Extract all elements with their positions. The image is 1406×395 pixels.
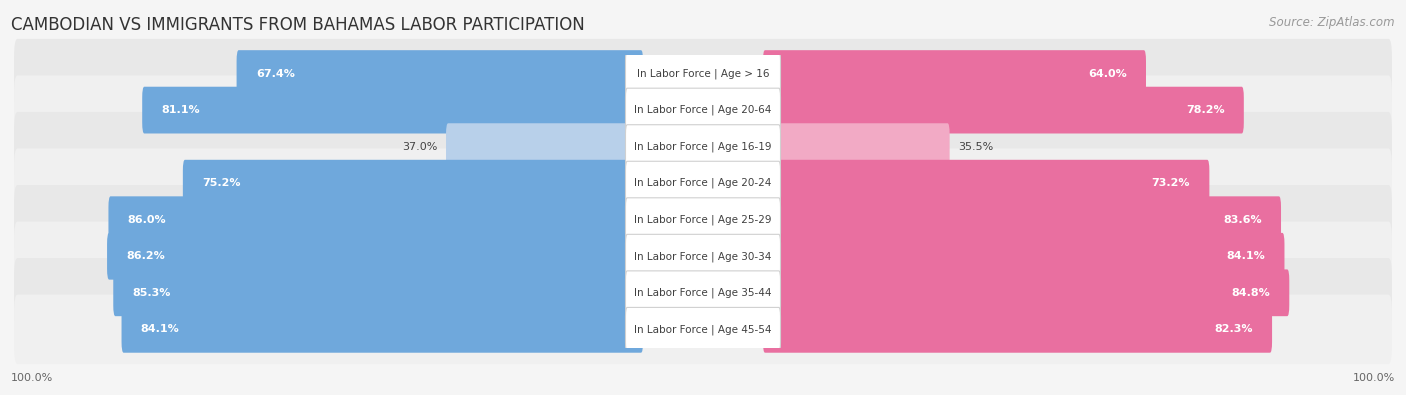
FancyBboxPatch shape [763, 87, 1244, 134]
Text: 85.3%: 85.3% [132, 288, 172, 298]
FancyBboxPatch shape [763, 196, 1281, 243]
FancyBboxPatch shape [763, 269, 1289, 316]
FancyBboxPatch shape [108, 196, 643, 243]
FancyBboxPatch shape [14, 185, 1392, 254]
FancyBboxPatch shape [763, 50, 1146, 97]
Text: In Labor Force | Age 35-44: In Labor Force | Age 35-44 [634, 288, 772, 298]
FancyBboxPatch shape [14, 39, 1392, 108]
FancyBboxPatch shape [14, 112, 1392, 181]
FancyBboxPatch shape [142, 87, 643, 134]
Text: 86.0%: 86.0% [128, 215, 166, 225]
Text: 75.2%: 75.2% [202, 178, 240, 188]
FancyBboxPatch shape [114, 269, 643, 316]
Text: 100.0%: 100.0% [11, 373, 53, 383]
Text: 82.3%: 82.3% [1215, 324, 1253, 334]
Text: 78.2%: 78.2% [1185, 105, 1225, 115]
FancyBboxPatch shape [626, 52, 780, 96]
FancyBboxPatch shape [14, 222, 1392, 291]
Text: Source: ZipAtlas.com: Source: ZipAtlas.com [1270, 16, 1395, 29]
Text: 86.2%: 86.2% [127, 251, 165, 261]
FancyBboxPatch shape [626, 125, 780, 169]
FancyBboxPatch shape [626, 234, 780, 278]
FancyBboxPatch shape [763, 233, 1285, 280]
Text: In Labor Force | Age 16-19: In Labor Force | Age 16-19 [634, 141, 772, 152]
FancyBboxPatch shape [626, 88, 780, 132]
Text: CAMBODIAN VS IMMIGRANTS FROM BAHAMAS LABOR PARTICIPATION: CAMBODIAN VS IMMIGRANTS FROM BAHAMAS LAB… [11, 16, 585, 34]
Text: In Labor Force | Age 45-54: In Labor Force | Age 45-54 [634, 324, 772, 335]
FancyBboxPatch shape [626, 198, 780, 242]
Text: 83.6%: 83.6% [1223, 215, 1261, 225]
Text: In Labor Force | Age 25-29: In Labor Force | Age 25-29 [634, 214, 772, 225]
FancyBboxPatch shape [626, 271, 780, 315]
Text: 81.1%: 81.1% [162, 105, 200, 115]
Text: 84.1%: 84.1% [1226, 251, 1265, 261]
FancyBboxPatch shape [763, 306, 1272, 353]
FancyBboxPatch shape [236, 50, 643, 97]
FancyBboxPatch shape [14, 149, 1392, 218]
FancyBboxPatch shape [626, 307, 780, 351]
FancyBboxPatch shape [14, 295, 1392, 364]
Text: 73.2%: 73.2% [1152, 178, 1189, 188]
FancyBboxPatch shape [763, 160, 1209, 207]
FancyBboxPatch shape [183, 160, 643, 207]
FancyBboxPatch shape [763, 123, 949, 170]
Text: 84.1%: 84.1% [141, 324, 180, 334]
FancyBboxPatch shape [121, 306, 643, 353]
Text: 84.8%: 84.8% [1232, 288, 1270, 298]
Text: In Labor Force | Age > 16: In Labor Force | Age > 16 [637, 68, 769, 79]
FancyBboxPatch shape [14, 75, 1392, 145]
Text: 35.5%: 35.5% [957, 142, 993, 152]
Text: 64.0%: 64.0% [1088, 69, 1126, 79]
Text: 37.0%: 37.0% [402, 142, 437, 152]
Text: 67.4%: 67.4% [256, 69, 295, 79]
Text: 100.0%: 100.0% [1353, 373, 1395, 383]
Text: In Labor Force | Age 30-34: In Labor Force | Age 30-34 [634, 251, 772, 261]
Text: In Labor Force | Age 20-24: In Labor Force | Age 20-24 [634, 178, 772, 188]
FancyBboxPatch shape [107, 233, 643, 280]
FancyBboxPatch shape [626, 161, 780, 205]
Text: In Labor Force | Age 20-64: In Labor Force | Age 20-64 [634, 105, 772, 115]
FancyBboxPatch shape [446, 123, 643, 170]
FancyBboxPatch shape [14, 258, 1392, 327]
